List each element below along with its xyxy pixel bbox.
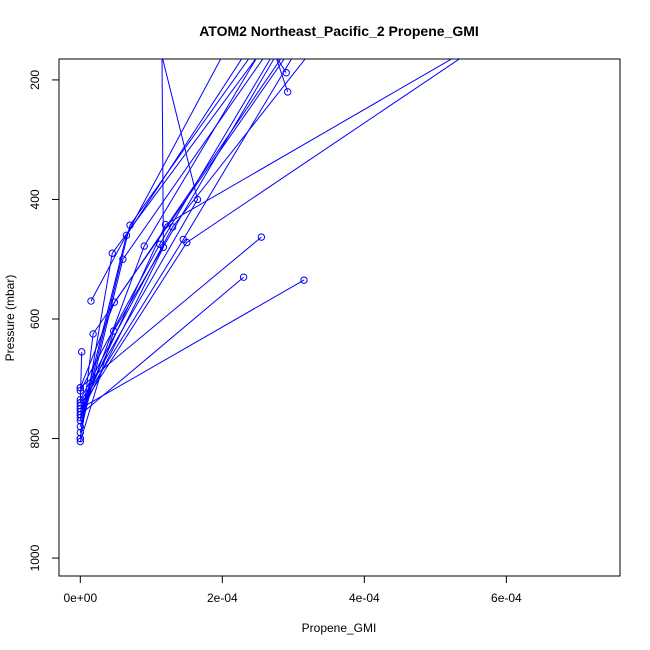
data-point [108,249,116,257]
profile-line [79,276,244,415]
data-point [183,238,191,247]
x-tick-label: 2e-04 [207,591,238,605]
data-point [300,276,308,284]
x-tick-label: 0e+00 [63,591,97,605]
y-tick-label: 800 [28,428,42,448]
profile-line [80,279,305,410]
x-tick-label: 6e-04 [491,591,522,605]
profile-line [79,59,257,439]
y-axis-label: Pressure (mbar) [3,275,17,362]
profile-line [79,59,282,439]
data-point [78,348,86,356]
profile-line [79,59,264,433]
data-point [110,298,119,306]
data-point [87,297,95,305]
data-point [257,233,266,241]
x-tick-label: 4e-04 [349,591,380,605]
x-axis-label: Propene_GMI [302,621,377,635]
profile-line [79,59,306,400]
plot-frame [58,58,621,577]
profile-line [79,236,262,389]
profile-line [79,59,293,406]
profile-line [79,59,453,412]
x-axis: 0e+00 2e-04 4e-04 6e-04 [63,575,522,605]
data-point [76,398,85,407]
profile-line [276,59,289,93]
data-point [119,255,127,263]
data-point [89,330,97,338]
y-tick-label: 1000 [28,544,42,571]
profile-line [90,59,222,302]
y-tick-label: 200 [28,70,42,90]
data-point [283,88,292,96]
data-series [76,59,461,446]
profile-line [79,59,271,391]
profile-line [79,59,199,403]
profile-line [79,59,250,427]
data-point [109,327,118,335]
data-point [76,434,85,443]
data-point [76,437,85,446]
chart-title: ATOM2 Northeast_Pacific_2 Propene_GMI [199,23,479,39]
profile-line [79,59,461,409]
data-point [140,242,148,250]
data-point [239,273,248,281]
profile-line [79,351,83,403]
y-tick-label: 600 [28,309,42,329]
y-axis: 200 400 600 800 1000 [28,70,60,571]
profile-line [79,59,257,418]
y-tick-label: 400 [28,189,42,209]
data-point [282,69,290,77]
